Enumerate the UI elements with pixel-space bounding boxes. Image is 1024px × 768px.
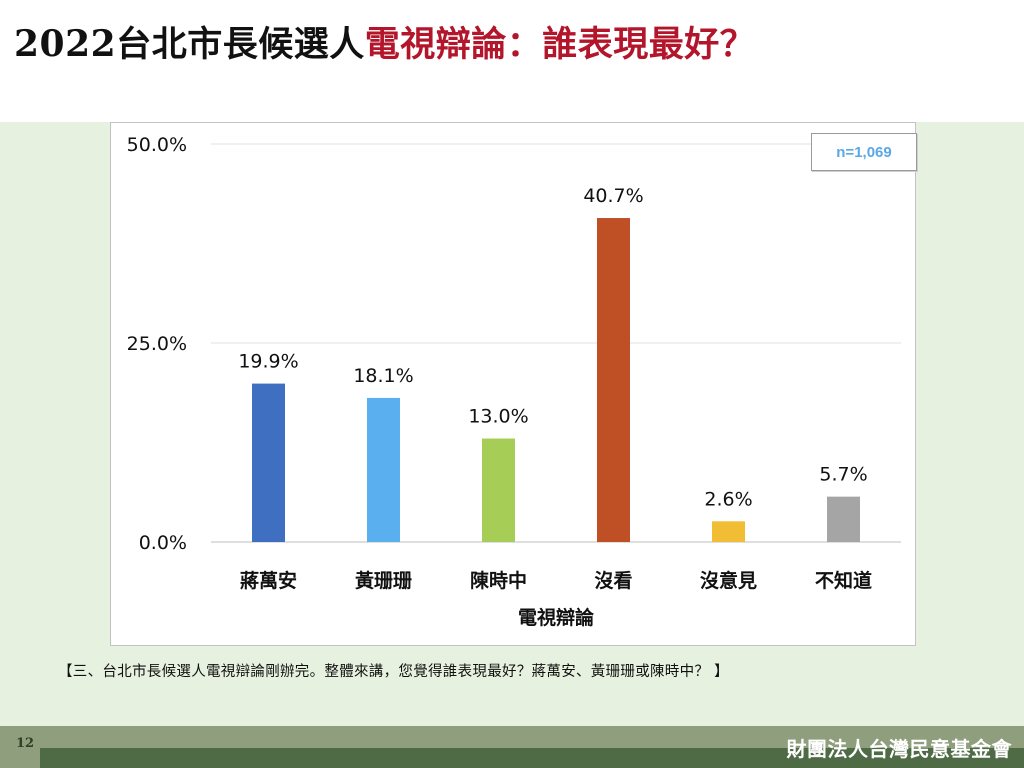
data-label: 40.7%	[583, 185, 643, 207]
bar	[252, 383, 285, 542]
bar-chart: 0.0% 25.0% 50.0% 19.9% 蔣萬安 18.1% 黃珊珊 13.0% 陳時中 40…	[127, 134, 901, 629]
survey-question: 【三、台北市長候選人電視辯論剛辦完。整體來講，您覺得誰表現最好？蔣萬安、黃珊珊或…	[58, 664, 729, 680]
bar	[827, 496, 860, 542]
data-label: 18.1%	[353, 365, 413, 387]
page-number: 12	[16, 736, 35, 751]
data-label: 2.6%	[704, 488, 752, 510]
bar	[367, 397, 400, 542]
y-tick-label: 50.0%	[127, 134, 187, 156]
page-number-block	[0, 726, 40, 768]
x-tick-label: 沒意見	[700, 569, 757, 592]
bar	[712, 521, 745, 542]
bar	[482, 438, 515, 542]
x-axis-title: 電視辯論	[518, 606, 595, 629]
sample-size-badge: n=1,069	[811, 133, 917, 171]
bar	[597, 218, 630, 542]
x-tick-label: 沒看	[594, 569, 632, 592]
data-label: 13.0%	[468, 406, 528, 428]
footer-band-top	[0, 726, 1024, 748]
title-subject: 台北市長候選人	[116, 25, 365, 65]
x-tick-label: 黃珊珊	[355, 569, 412, 592]
x-tick-label: 蔣萬安	[240, 569, 297, 592]
data-label: 19.9%	[238, 351, 298, 373]
data-label: 5.7%	[819, 464, 867, 486]
title-highlight: 電視辯論：誰表現最好？	[364, 25, 756, 65]
chart-panel: 0.0% 25.0% 50.0% 19.9% 蔣萬安 18.1% 黃珊珊 13.0% 陳時中 40…	[110, 122, 917, 646]
y-tick-label: 0.0%	[139, 532, 187, 554]
x-tick-label: 不知道	[815, 569, 872, 592]
slide-title: 2022台北市長候選人電視辯論：誰表現最好？	[14, 16, 755, 67]
title-year: 2022	[14, 23, 117, 65]
footer-bar: 12 財團法人台灣民意基金會	[0, 726, 1024, 768]
x-tick-label: 陳時中	[470, 569, 527, 592]
organization-name: 財團法人台灣民意基金會	[786, 737, 1012, 761]
footer-band-bottom	[40, 748, 1024, 768]
content-area: 0.0% 25.0% 50.0% 19.9% 蔣萬安 18.1% 黃珊珊 13.0% 陳時中 40…	[0, 122, 1024, 726]
y-tick-label: 25.0%	[127, 333, 187, 355]
